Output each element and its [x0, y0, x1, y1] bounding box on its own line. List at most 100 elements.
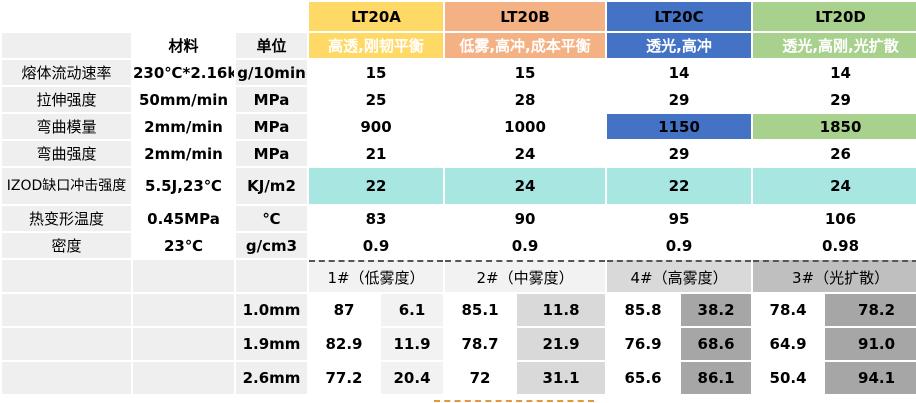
property-row: 密度 23℃ g/cm3 0.9 0.9 0.9 0.98	[2, 233, 916, 258]
value-c[interactable]: 29	[668, 90, 690, 109]
value-a[interactable]: 25	[365, 90, 387, 109]
value-c[interactable]: 0.9	[665, 236, 693, 255]
haze-a-header[interactable]: 1#（低雾度）	[309, 260, 444, 292]
value-c[interactable]: 14	[668, 63, 690, 82]
value-b[interactable]: 24	[514, 144, 536, 163]
transmittance-b[interactable]: 78.7	[461, 335, 499, 353]
value-c[interactable]: 95	[668, 209, 690, 228]
value-b[interactable]: 28	[514, 90, 536, 109]
property-unit: MPa	[236, 87, 307, 112]
thickness-label: 1.0mm	[236, 294, 307, 326]
transmittance-b[interactable]: 85.1	[461, 301, 499, 319]
value-d[interactable]: 106	[824, 209, 857, 228]
value-b-highlight[interactable]: 24	[445, 168, 606, 204]
property-row: 弯曲模量 2mm/min MPa 900 1000 1150 1850	[2, 114, 916, 139]
value-c[interactable]: 29	[668, 144, 690, 163]
haze-a[interactable]: 6.1	[381, 294, 444, 326]
haze-c[interactable]: 38.2	[681, 294, 752, 326]
value-d-highlight[interactable]: 1850	[753, 114, 916, 139]
property-unit: KJ/m2	[236, 168, 307, 204]
haze-d[interactable]: 78.2	[825, 294, 916, 326]
value-a[interactable]: 83	[365, 209, 387, 228]
haze-label-blank	[133, 328, 234, 360]
value-d[interactable]: 29	[830, 90, 851, 109]
property-unit: g/cm3	[236, 233, 307, 258]
haze-b[interactable]: 31.1	[517, 362, 606, 394]
haze-c-header[interactable]: 4#（高雾度）	[607, 260, 752, 292]
haze-label-blank	[2, 260, 131, 292]
property-row: IZOD缺口冲击强度 5.5J,23℃ KJ/m2 22 24 22 24	[2, 168, 916, 204]
value-a[interactable]: 0.9	[362, 236, 390, 255]
grade-b-header[interactable]: LT20B	[445, 2, 606, 31]
haze-a[interactable]: 11.9	[381, 328, 444, 360]
transmittance-a[interactable]: 82.9	[325, 335, 363, 353]
grade-c-header[interactable]: LT20C	[607, 2, 752, 31]
value-a[interactable]: 15	[365, 63, 387, 82]
grade-a-header[interactable]: LT20A	[309, 2, 444, 31]
grade-d-feature[interactable]: 透光,高刚,光扩散	[753, 33, 916, 58]
transmittance-d[interactable]: 78.4	[769, 301, 807, 319]
grade-c-feature[interactable]: 透光,高冲	[607, 33, 752, 58]
transmittance-a[interactable]: 87	[333, 301, 355, 319]
haze-d[interactable]: 91.0	[825, 328, 916, 360]
grade-d-header[interactable]: LT20D	[753, 2, 916, 31]
property-unit: ℃	[236, 206, 307, 231]
transmittance-c[interactable]: 76.9	[624, 335, 662, 353]
haze-b-header[interactable]: 2#（中雾度）	[445, 260, 606, 292]
property-condition: 2mm/min	[144, 144, 223, 163]
feature-row: 材料 单位 高透,刚韧平衡 低雾,高冲,成本平衡 透光,高冲 透光,高刚,光扩散	[2, 33, 916, 58]
haze-a[interactable]: 20.4	[381, 362, 444, 394]
transmittance-c[interactable]: 65.6	[624, 369, 662, 387]
value-a-highlight[interactable]: 22	[309, 168, 444, 204]
haze-b[interactable]: 21.9	[517, 328, 606, 360]
property-name: 拉伸强度	[2, 87, 131, 112]
feature-label-blank	[2, 33, 131, 58]
value-d-highlight[interactable]: 24	[753, 168, 916, 204]
value-c-highlight[interactable]: 1150	[607, 114, 752, 139]
value-d[interactable]: 26	[830, 144, 851, 163]
value-a[interactable]: 900	[360, 117, 392, 136]
thickness-label: 2.6mm	[236, 362, 307, 394]
value-b[interactable]: 90	[514, 209, 536, 228]
property-unit: MPa	[236, 141, 307, 166]
unit-col-header: 单位	[236, 33, 307, 58]
transmittance-c[interactable]: 85.8	[624, 301, 662, 319]
grade-b-feature[interactable]: 低雾,高冲,成本平衡	[445, 33, 606, 58]
property-name: IZOD缺口冲击强度	[2, 168, 131, 204]
haze-d-header[interactable]: 3#（光扩散）	[753, 260, 916, 292]
property-name: 熔体流动速率	[2, 60, 131, 85]
value-d[interactable]: 0.98	[822, 236, 860, 255]
property-name: 弯曲强度	[2, 141, 131, 166]
transmittance-b[interactable]: 72	[469, 369, 491, 387]
property-condition: 5.5J,23℃	[145, 177, 222, 195]
value-b[interactable]: 0.9	[511, 236, 539, 255]
haze-c[interactable]: 68.6	[681, 328, 752, 360]
haze-c[interactable]: 86.1	[681, 362, 752, 394]
value-c-highlight[interactable]: 22	[607, 168, 752, 204]
haze-row: 1.9mm 82.9 11.9 78.7 21.9 76.9 68.6 64.9…	[2, 328, 916, 360]
haze-label-blank	[2, 328, 131, 360]
haze-label-blank	[133, 362, 234, 394]
property-row: 拉伸强度 50mm/min MPa 25 28 29 29	[2, 87, 916, 112]
property-condition: 23℃	[163, 236, 204, 255]
property-unit: MPa	[236, 114, 307, 139]
property-unit: g/10min	[236, 60, 307, 85]
transmittance-d[interactable]: 64.9	[769, 335, 807, 353]
transmittance-d[interactable]: 50.4	[769, 369, 807, 387]
value-d[interactable]: 14	[830, 63, 851, 82]
grade-header-row: LT20A LT20B LT20C LT20D	[2, 2, 916, 31]
property-row: 热变形温度 0.45MPa ℃ 83 90 95 106	[2, 206, 916, 231]
haze-d[interactable]: 94.1	[825, 362, 916, 394]
value-b[interactable]: 1000	[504, 117, 546, 136]
property-condition: 0.45MPa	[147, 209, 220, 228]
grade-a-feature[interactable]: 高透,刚韧平衡	[309, 33, 444, 58]
haze-label-blank	[2, 294, 131, 326]
haze-b[interactable]: 11.8	[517, 294, 606, 326]
property-condition: 2mm/min	[144, 117, 223, 136]
property-name: 热变形温度	[2, 206, 131, 231]
value-b[interactable]: 15	[514, 63, 536, 82]
value-a[interactable]: 21	[365, 144, 387, 163]
transmittance-a[interactable]: 77.2	[325, 369, 363, 387]
